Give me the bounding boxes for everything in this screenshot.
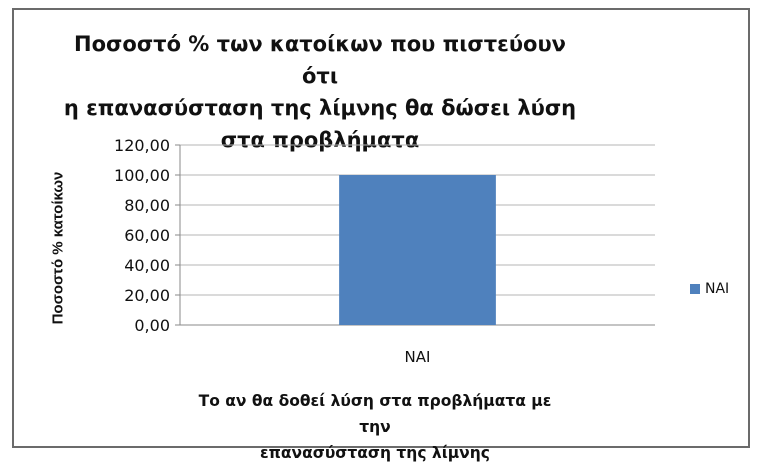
y-tick-label: 80,00	[124, 196, 170, 215]
y-tick-label: 40,00	[124, 256, 170, 275]
legend-swatch	[690, 284, 700, 294]
x-axis-title: Το αν θα δοθεί λύση στα προβλήματα με τη…	[190, 388, 560, 466]
x-tick-label: ΝΑΙ	[405, 348, 431, 366]
y-tick-label: 20,00	[124, 286, 170, 305]
x-axis-title-line-1: Το αν θα δοθεί λύση στα προβλήματα με τη…	[190, 388, 560, 440]
y-tick-label: 60,00	[124, 226, 170, 245]
y-tick-label: 120,00	[114, 136, 170, 155]
legend-label: ΝΑΙ	[705, 281, 729, 297]
x-axis-title-line-2: επανασύσταση της λίμνης	[190, 440, 560, 466]
y-tick-label: 0,00	[134, 316, 170, 335]
legend: ΝΑΙ	[690, 281, 729, 297]
y-tick-label: 100,00	[114, 166, 170, 185]
bar	[339, 175, 496, 325]
